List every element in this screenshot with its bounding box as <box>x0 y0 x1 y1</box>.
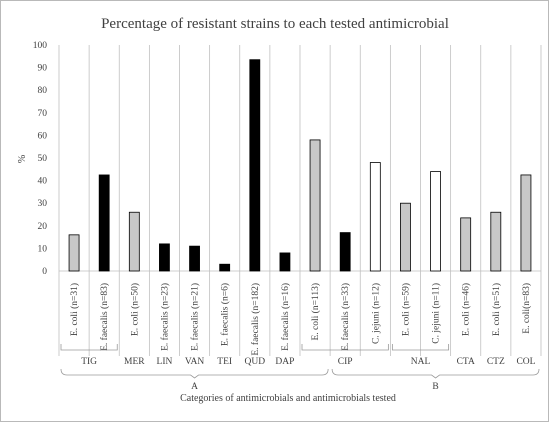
antimicrobial-label: CIP <box>338 357 353 367</box>
bar[interactable] <box>219 263 231 272</box>
y-tick-label: 80 <box>38 86 48 96</box>
bar-label: E. coli (n=51) <box>491 283 502 336</box>
y-tick-label: 90 <box>38 64 48 74</box>
bar[interactable] <box>189 245 200 272</box>
bar[interactable] <box>249 59 261 272</box>
antimicrobial-label: VAN <box>185 357 204 367</box>
bar[interactable] <box>369 162 381 272</box>
antimicrobial-label: CTA <box>457 357 475 367</box>
category-bracket <box>331 368 540 379</box>
bar-label: E. faecalis (n=182) <box>250 283 261 356</box>
bar[interactable] <box>339 232 351 272</box>
y-tick-label: 60 <box>38 131 48 141</box>
group-bracket <box>391 344 450 351</box>
y-tick-label: 40 <box>38 177 48 187</box>
bar-label: E. coli (n=46) <box>461 283 472 336</box>
y-tick-label: 0 <box>42 267 47 277</box>
antimicrobial-label: DAP <box>275 357 294 367</box>
bar-label: E. coli (n=113) <box>310 283 321 341</box>
group-bracket <box>60 344 118 351</box>
bar-label: E. faecalis (n=16) <box>280 283 291 351</box>
antimicrobial-label: NAL <box>411 357 431 367</box>
bar[interactable] <box>98 174 110 272</box>
antimicrobial-label: LIN <box>157 357 173 367</box>
bar-label: E. faecalis (n=21) <box>190 283 201 351</box>
bar-label: E. coli (n=31) <box>69 283 80 336</box>
bar[interactable] <box>309 139 321 272</box>
bar[interactable] <box>128 211 140 272</box>
antimicrobial-label: MER <box>124 357 145 367</box>
plot-area: 0 10 20 30 40 50 60 70 80 90 100 E. coli (n=31) E. f… <box>33 41 542 392</box>
bar-label: E. faecalis (n=33) <box>340 283 351 351</box>
y-axis-label: % <box>17 155 28 163</box>
antimicrobial-label: TIG <box>81 357 97 367</box>
bar-label: E. faecalis (n=6) <box>220 283 231 346</box>
x-axis-label: Categories of antimicrobials and antimic… <box>180 393 396 404</box>
y-tick-label: 30 <box>38 199 48 209</box>
bar-label: E. coli (n=50) <box>129 283 140 336</box>
antimicrobial-label: CTZ <box>487 357 505 367</box>
bar-label: C. jejuni (n=12) <box>370 283 381 344</box>
bar[interactable] <box>68 234 80 272</box>
bar-label: E. faecalis (n=83) <box>99 283 110 351</box>
bar[interactable] <box>460 217 472 272</box>
y-tick-label: 20 <box>38 222 48 232</box>
y-tick-label: 100 <box>33 41 48 51</box>
y-tick-label: 70 <box>38 109 48 119</box>
bar[interactable] <box>430 171 441 272</box>
bar[interactable] <box>520 174 532 272</box>
bar[interactable] <box>490 211 502 272</box>
category-label: A <box>191 382 198 392</box>
bar-label: E. coli (n=59) <box>400 283 411 336</box>
group-bracket <box>301 344 389 351</box>
chart-title: Percentage of resistant strains to each … <box>101 16 449 32</box>
y-tick-label: 10 <box>38 244 48 254</box>
y-tick-label: 50 <box>38 154 48 164</box>
bar-label: E. faecalis (n=23) <box>159 283 170 351</box>
bar-label: C. jejuni (n=11) <box>431 283 442 344</box>
bar[interactable] <box>400 202 411 272</box>
bar[interactable] <box>279 252 291 272</box>
antimicrobial-label: QUD <box>245 357 266 367</box>
bar-label: E. coli(n=83) <box>521 283 532 334</box>
category-label: B <box>432 382 438 392</box>
antimicrobial-label: TEI <box>217 357 232 367</box>
bar[interactable] <box>159 243 170 272</box>
category-bracket <box>60 368 329 379</box>
antimicrobial-label: COL <box>516 357 535 367</box>
